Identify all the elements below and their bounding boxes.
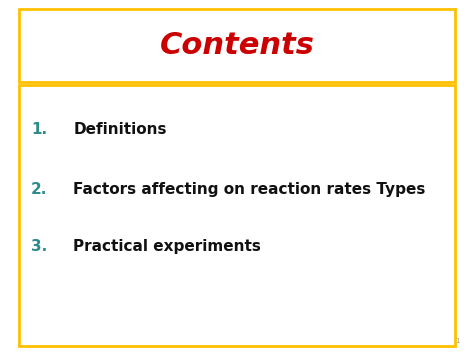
- Text: Factors affecting on reaction rates Types: Factors affecting on reaction rates Type…: [73, 182, 426, 197]
- FancyBboxPatch shape: [19, 9, 455, 82]
- Text: 1.: 1.: [31, 122, 47, 137]
- Text: Contents: Contents: [160, 31, 314, 60]
- Text: 1: 1: [456, 338, 460, 344]
- Text: Definitions: Definitions: [73, 122, 167, 137]
- Text: 3.: 3.: [31, 240, 47, 255]
- Text: 2.: 2.: [31, 182, 47, 197]
- Text: Practical experiments: Practical experiments: [73, 240, 261, 255]
- FancyBboxPatch shape: [19, 85, 455, 346]
